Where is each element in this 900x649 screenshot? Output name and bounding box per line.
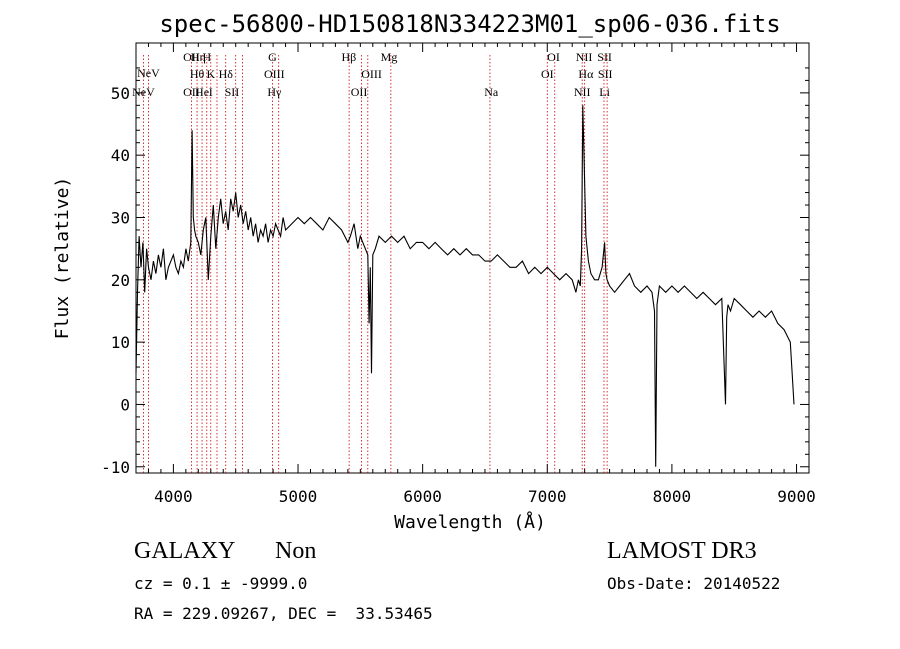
line-label: Hδ bbox=[219, 67, 234, 81]
line-label: Hη bbox=[191, 50, 206, 64]
y-tick-label: 50 bbox=[111, 84, 130, 103]
line-label: OI bbox=[541, 67, 554, 81]
x-tick-label: 6000 bbox=[403, 487, 442, 506]
line-label: Hβ bbox=[341, 50, 356, 64]
line-label: OII bbox=[183, 85, 200, 99]
y-axis: -10 0 10 20 30 40 50 bbox=[101, 67, 809, 477]
y-tick-label: 20 bbox=[111, 271, 130, 290]
line-label: G bbox=[268, 50, 277, 64]
line-label: NeV bbox=[137, 66, 160, 80]
line-marker-group bbox=[143, 55, 608, 473]
y-tick-label: 0 bbox=[120, 395, 130, 414]
line-label: NeV bbox=[132, 85, 155, 99]
line-label: NII bbox=[574, 85, 591, 99]
redshift-text: cz = 0.1 ± -9999.0 bbox=[134, 574, 308, 593]
x-tick-label: 9000 bbox=[777, 487, 816, 506]
line-label: Hγ bbox=[267, 85, 282, 99]
line-label: OI bbox=[547, 50, 560, 64]
line-label: SII bbox=[597, 50, 612, 64]
line-label: Hθ bbox=[190, 67, 205, 81]
x-tick-label: 4000 bbox=[154, 487, 193, 506]
line-label: Li bbox=[599, 85, 610, 99]
y-tick-label: 30 bbox=[111, 208, 130, 227]
x-tick-label: 5000 bbox=[279, 487, 318, 506]
line-label: Na bbox=[484, 85, 499, 99]
obs-date-text: Obs-Date: 20140522 bbox=[607, 574, 781, 593]
spectrum-line bbox=[135, 105, 795, 467]
line-label: I bbox=[209, 85, 213, 99]
line-label: OII bbox=[183, 50, 200, 64]
line-label: K bbox=[206, 67, 215, 81]
x-tick-label: 8000 bbox=[653, 487, 692, 506]
x-tick-label: 7000 bbox=[528, 487, 567, 506]
line-label: SII bbox=[225, 85, 240, 99]
line-label: OIII bbox=[264, 67, 285, 81]
y-tick-label: 10 bbox=[111, 333, 130, 352]
line-label: OII bbox=[351, 85, 368, 99]
x-axis: 4000 5000 6000 7000 8000 9000 bbox=[135, 43, 816, 506]
line-label: He bbox=[195, 85, 209, 99]
y-axis-label: Flux (relative) bbox=[52, 177, 73, 340]
chart-title: spec-56800-HD150818N334223M01_sp06-036.f… bbox=[159, 10, 780, 38]
line-label: H bbox=[202, 50, 211, 64]
object-class: GALAXY bbox=[134, 538, 236, 564]
line-label: SII bbox=[598, 67, 613, 81]
line-label: Hα bbox=[578, 67, 594, 81]
object-subclass: Non bbox=[275, 538, 317, 564]
line-label: OIII bbox=[361, 67, 382, 81]
line-label: NII bbox=[576, 50, 593, 64]
x-axis-label: Wavelength (Å) bbox=[394, 511, 546, 533]
plot-frame bbox=[135, 42, 810, 474]
y-tick-label: -10 bbox=[101, 458, 130, 477]
survey-name: LAMOST DR3 bbox=[607, 538, 757, 564]
y-tick-label: 40 bbox=[111, 146, 130, 165]
coords-text: RA = 229.09267, DEC = 33.53465 bbox=[134, 604, 433, 623]
line-label: Mg bbox=[381, 50, 398, 64]
